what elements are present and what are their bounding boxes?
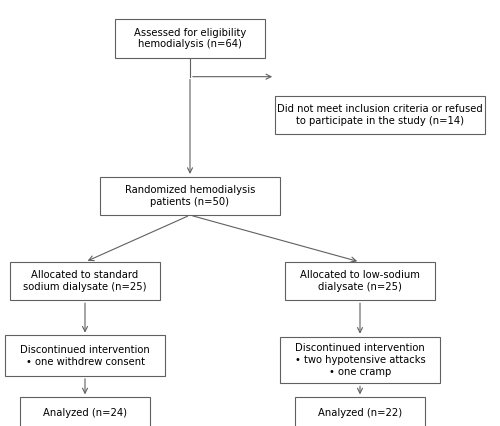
FancyBboxPatch shape	[10, 262, 160, 300]
Text: Analyzed (n=22): Analyzed (n=22)	[318, 408, 402, 418]
Text: Assessed for eligibility
hemodialysis (n=64): Assessed for eligibility hemodialysis (n…	[134, 28, 246, 49]
FancyBboxPatch shape	[20, 397, 150, 426]
FancyBboxPatch shape	[115, 19, 265, 58]
Text: Analyzed (n=24): Analyzed (n=24)	[43, 408, 127, 418]
FancyBboxPatch shape	[5, 336, 165, 376]
Text: Allocated to standard
sodium dialysate (n=25): Allocated to standard sodium dialysate (…	[23, 271, 147, 292]
Text: Discontinued intervention
• two hypotensive attacks
• one cramp: Discontinued intervention • two hypotens…	[294, 343, 426, 377]
Text: Did not meet inclusion criteria or refused
to participate in the study (n=14): Did not meet inclusion criteria or refus…	[277, 104, 483, 126]
FancyBboxPatch shape	[100, 177, 280, 215]
FancyBboxPatch shape	[280, 337, 440, 383]
FancyBboxPatch shape	[275, 96, 485, 134]
FancyBboxPatch shape	[285, 262, 435, 300]
FancyBboxPatch shape	[295, 397, 425, 426]
Text: Discontinued intervention
• one withdrew consent: Discontinued intervention • one withdrew…	[20, 345, 150, 366]
Text: Allocated to low-sodium
dialysate (n=25): Allocated to low-sodium dialysate (n=25)	[300, 271, 420, 292]
Text: Randomized hemodialysis
patients (n=50): Randomized hemodialysis patients (n=50)	[125, 185, 255, 207]
